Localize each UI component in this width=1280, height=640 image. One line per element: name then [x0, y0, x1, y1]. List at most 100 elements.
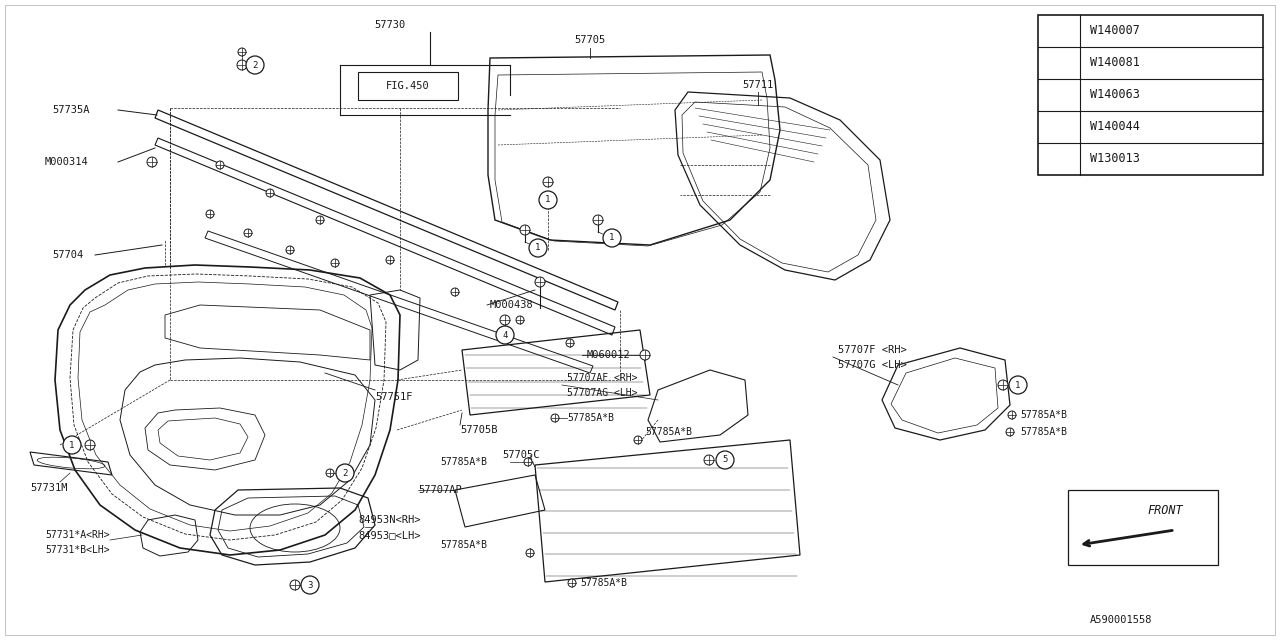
Text: A590001558: A590001558 — [1091, 615, 1152, 625]
Circle shape — [335, 464, 355, 482]
Text: 57707AP: 57707AP — [419, 485, 462, 495]
Text: 57705B: 57705B — [460, 425, 498, 435]
Circle shape — [1047, 115, 1071, 139]
Text: 5: 5 — [1056, 154, 1062, 164]
Text: 1: 1 — [535, 243, 540, 253]
Circle shape — [316, 216, 324, 224]
Text: M000314: M000314 — [45, 157, 88, 167]
FancyBboxPatch shape — [358, 72, 458, 100]
Circle shape — [1047, 19, 1071, 43]
Circle shape — [543, 177, 553, 187]
Circle shape — [1006, 428, 1014, 436]
Text: 84953□<LH>: 84953□<LH> — [358, 530, 421, 540]
Circle shape — [244, 229, 252, 237]
Text: 57735A: 57735A — [52, 105, 90, 115]
Circle shape — [1009, 376, 1027, 394]
Circle shape — [301, 576, 319, 594]
Text: M060012: M060012 — [588, 350, 631, 360]
Text: FRONT: FRONT — [1147, 504, 1183, 516]
Circle shape — [285, 246, 294, 254]
Circle shape — [500, 315, 509, 325]
Circle shape — [63, 436, 81, 454]
Circle shape — [716, 451, 733, 469]
Text: 57707AG <LH>: 57707AG <LH> — [567, 388, 637, 398]
Text: W140007: W140007 — [1091, 24, 1140, 38]
Circle shape — [332, 259, 339, 267]
Text: 84953N<RH>: 84953N<RH> — [358, 515, 421, 525]
Text: 1: 1 — [69, 440, 74, 449]
Text: 57785A*B: 57785A*B — [1020, 427, 1068, 437]
Circle shape — [1047, 83, 1071, 107]
Circle shape — [603, 229, 621, 247]
Circle shape — [387, 256, 394, 264]
Circle shape — [526, 549, 534, 557]
Circle shape — [1047, 147, 1071, 171]
Circle shape — [1009, 411, 1016, 419]
Text: 57705: 57705 — [575, 35, 605, 45]
Text: 57785A*B: 57785A*B — [580, 578, 627, 588]
Text: 57731*B<LH>: 57731*B<LH> — [45, 545, 110, 555]
Text: 57785A*B: 57785A*B — [567, 413, 614, 423]
Circle shape — [497, 326, 515, 344]
Text: M000438: M000438 — [490, 300, 534, 310]
Text: 2: 2 — [1056, 58, 1062, 68]
Circle shape — [640, 350, 650, 360]
Text: 2: 2 — [252, 61, 257, 70]
Text: 57731*A<RH>: 57731*A<RH> — [45, 530, 110, 540]
Circle shape — [238, 48, 246, 56]
Circle shape — [704, 455, 714, 465]
Circle shape — [266, 189, 274, 197]
FancyBboxPatch shape — [1068, 490, 1219, 565]
Text: 3: 3 — [307, 580, 312, 589]
Text: W130013: W130013 — [1091, 152, 1140, 166]
Text: 57707F <RH>: 57707F <RH> — [838, 345, 906, 355]
Text: 4: 4 — [1056, 122, 1062, 132]
Text: FIG.450: FIG.450 — [387, 81, 430, 91]
Circle shape — [206, 210, 214, 218]
Text: 57751F: 57751F — [375, 392, 412, 402]
Circle shape — [216, 161, 224, 169]
Text: 5: 5 — [722, 456, 728, 465]
Text: 57785A*B: 57785A*B — [645, 427, 692, 437]
Circle shape — [326, 469, 334, 477]
Text: 57785A*B: 57785A*B — [1020, 410, 1068, 420]
Text: 57707AF <RH>: 57707AF <RH> — [567, 373, 637, 383]
Text: 57704: 57704 — [52, 250, 83, 260]
Text: 2: 2 — [342, 468, 348, 477]
Text: W140063: W140063 — [1091, 88, 1140, 102]
FancyBboxPatch shape — [1038, 15, 1263, 175]
Text: 57711: 57711 — [742, 80, 773, 90]
Circle shape — [593, 215, 603, 225]
Text: 57705C: 57705C — [502, 450, 539, 460]
Circle shape — [1047, 51, 1071, 75]
Circle shape — [550, 414, 559, 422]
Text: 57731M: 57731M — [29, 483, 68, 493]
Text: 57707G <LH>: 57707G <LH> — [838, 360, 906, 370]
Text: 1: 1 — [1056, 26, 1062, 36]
Text: 57730: 57730 — [374, 20, 406, 30]
Text: 1: 1 — [1015, 381, 1020, 390]
Text: W140044: W140044 — [1091, 120, 1140, 134]
Text: 57785A*B: 57785A*B — [440, 457, 486, 467]
Circle shape — [520, 225, 530, 235]
Text: 1: 1 — [545, 195, 550, 205]
Circle shape — [566, 339, 573, 347]
Circle shape — [451, 288, 460, 296]
Circle shape — [535, 277, 545, 287]
Circle shape — [524, 458, 532, 466]
Text: 57785A*B: 57785A*B — [440, 540, 486, 550]
Circle shape — [516, 316, 524, 324]
Circle shape — [998, 380, 1009, 390]
Text: 4: 4 — [502, 330, 508, 339]
Circle shape — [529, 239, 547, 257]
Circle shape — [539, 191, 557, 209]
Circle shape — [147, 157, 157, 167]
Circle shape — [246, 56, 264, 74]
Text: W140081: W140081 — [1091, 56, 1140, 70]
Circle shape — [634, 436, 643, 444]
Text: 3: 3 — [1056, 90, 1062, 100]
Circle shape — [291, 580, 300, 590]
Circle shape — [237, 60, 247, 70]
Text: 1: 1 — [609, 234, 614, 243]
Circle shape — [568, 579, 576, 587]
